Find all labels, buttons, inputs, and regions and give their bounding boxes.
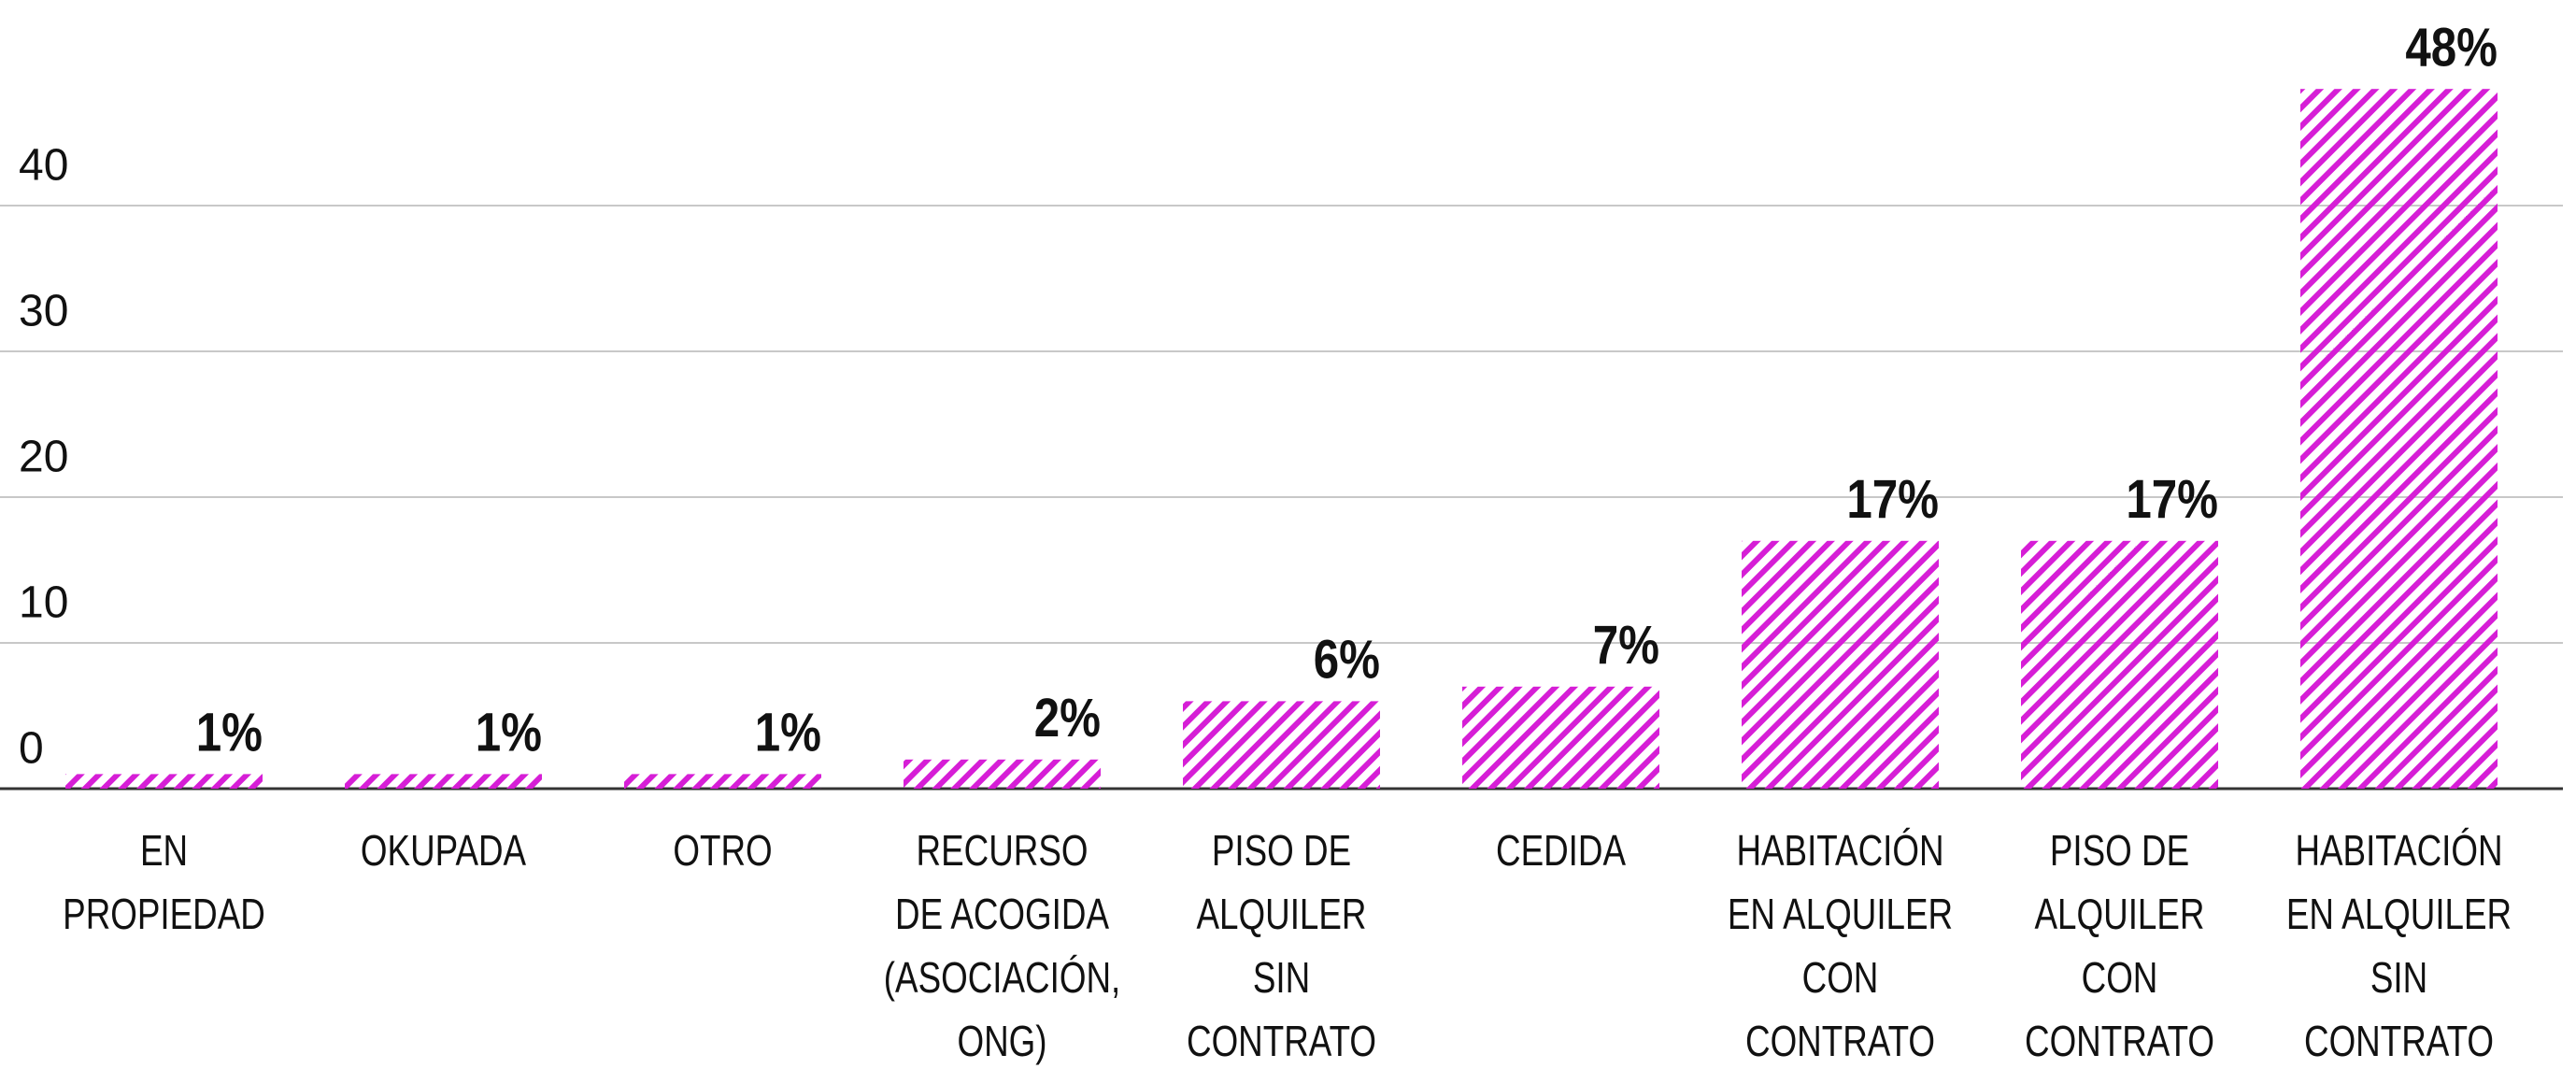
- bar: [1183, 701, 1380, 789]
- value-label-group: 1%: [196, 703, 263, 763]
- x-tick-label: OTRO: [673, 826, 772, 875]
- value-label: 17%: [1846, 469, 1939, 530]
- bar: [2300, 89, 2498, 789]
- x-tick-label-line: HABITACIÓN: [1736, 826, 1943, 875]
- bar: [345, 774, 542, 789]
- x-tick-label-line: CON: [2082, 953, 2158, 1002]
- value-label: 7%: [1593, 615, 1659, 676]
- x-tick-label-group: CEDIDA: [1496, 826, 1626, 875]
- x-tick-label: PISO DE ALQUILER SIN CONTRATO: [1187, 826, 1376, 1065]
- bar: [904, 759, 1101, 789]
- bar: [1462, 686, 1659, 789]
- x-tick-label-line: HABITACIÓN: [2295, 826, 2502, 875]
- value-label-group: 2%: [1034, 688, 1101, 748]
- x-tick-label-line: DE ACOGIDA: [895, 890, 1109, 938]
- value-label-group: 6%: [1314, 630, 1380, 691]
- x-tick-label: EN PROPIEDAD: [63, 826, 265, 938]
- x-tick-label-line: CONTRATO: [2304, 1017, 2494, 1065]
- value-label: 1%: [196, 703, 263, 763]
- x-tick-label: RECURSO DE ACOGIDA (ASOCIACIÓN, ONG): [884, 826, 1120, 1065]
- bar: [65, 774, 263, 789]
- x-tick-label-line: ALQUILER: [1197, 890, 1367, 938]
- x-tick-label-line: CEDIDA: [1496, 826, 1626, 875]
- x-tick-label-line: RECURSO: [917, 826, 1089, 875]
- x-tick-label-line: ALQUILER: [2035, 890, 2205, 938]
- value-label-group: 1%: [755, 703, 821, 763]
- value-label: 2%: [1034, 688, 1101, 748]
- x-tick-label-line: CONTRATO: [2025, 1017, 2214, 1065]
- value-label-group: 17%: [1846, 469, 1939, 530]
- x-tick-label-line: PROPIEDAD: [63, 890, 265, 938]
- x-tick-label: CEDIDA: [1496, 826, 1626, 875]
- bar: [2021, 540, 2218, 789]
- value-label-group: 48%: [2405, 18, 2498, 78]
- x-tick-label-line: EN ALQUILER: [1728, 890, 1953, 938]
- y-tick-label: 0: [19, 724, 44, 774]
- x-tick-label-line: EN: [140, 826, 188, 875]
- x-tick-label-line: CONTRATO: [1187, 1017, 1376, 1065]
- value-label-group: 17%: [2126, 469, 2218, 530]
- x-tick-label-line: PISO DE: [2050, 826, 2189, 875]
- value-label: 1%: [755, 703, 821, 763]
- y-tick-label: 20: [19, 433, 68, 482]
- x-tick-label-group: HABITACIÓN EN ALQUILER CON CONTRATO: [1728, 826, 1953, 1065]
- x-tick-label-line: CONTRATO: [1745, 1017, 1935, 1065]
- bar: [1742, 540, 1939, 789]
- x-tick-label-group: OKUPADA: [361, 826, 526, 875]
- y-tick-label: 10: [19, 578, 68, 628]
- y-tick-label: 30: [19, 287, 68, 336]
- x-tick-label-line: EN ALQUILER: [2286, 890, 2512, 938]
- x-tick-label-group: PISO DE ALQUILER SIN CONTRATO: [1187, 826, 1376, 1065]
- x-tick-label-group: OTRO: [673, 826, 772, 875]
- x-tick-label: OKUPADA: [361, 826, 526, 875]
- y-tick-label: 40: [19, 141, 68, 191]
- x-tick-label-line: (ASOCIACIÓN,: [884, 953, 1120, 1002]
- value-label: 6%: [1314, 630, 1380, 691]
- value-label: 48%: [2405, 18, 2498, 78]
- value-label: 17%: [2126, 469, 2218, 530]
- x-tick-label-line: CON: [1802, 953, 1879, 1002]
- x-tick-label-group: HABITACIÓN EN ALQUILER SIN CONTRATO: [2286, 826, 2512, 1065]
- x-tick-label: HABITACIÓN EN ALQUILER CON CONTRATO: [1728, 826, 1953, 1065]
- value-label-group: 7%: [1593, 615, 1659, 676]
- x-tick-label-group: RECURSO DE ACOGIDA (ASOCIACIÓN, ONG): [884, 826, 1120, 1065]
- x-tick-label-line: SIN: [1253, 953, 1310, 1002]
- x-tick-label: PISO DE ALQUILER CON CONTRATO: [2025, 826, 2214, 1065]
- x-tick-label-line: PISO DE: [1212, 826, 1351, 875]
- x-tick-label-line: ONG): [957, 1017, 1046, 1065]
- x-tick-label-line: OTRO: [673, 826, 772, 875]
- x-tick-label-line: OKUPADA: [361, 826, 526, 875]
- bar: [624, 774, 821, 789]
- value-label-group: 1%: [476, 703, 542, 763]
- x-tick-label-group: PISO DE ALQUILER CON CONTRATO: [2025, 826, 2214, 1065]
- value-label: 1%: [476, 703, 542, 763]
- x-tick-label-line: SIN: [2370, 953, 2427, 1002]
- x-tick-label: HABITACIÓN EN ALQUILER SIN CONTRATO: [2286, 826, 2512, 1065]
- x-tick-label-group: EN PROPIEDAD: [63, 826, 265, 938]
